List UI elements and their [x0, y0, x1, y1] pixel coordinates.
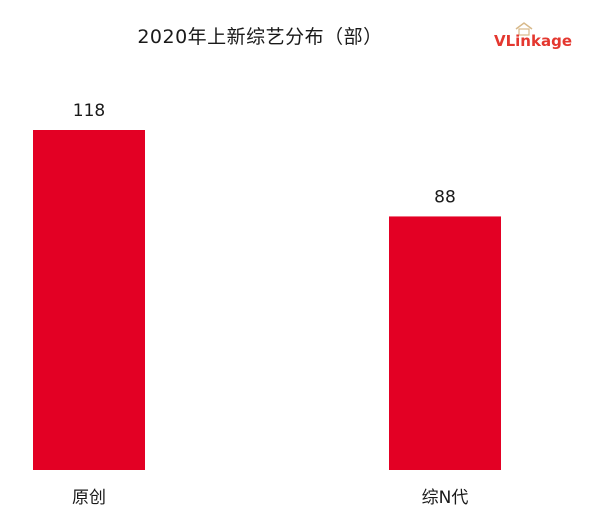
logo-house-icon: [515, 22, 533, 36]
chart-title: 2020年上新综艺分布（部）: [137, 26, 383, 48]
data-label-1: 88: [434, 187, 456, 207]
logo-text: VLinkage: [494, 32, 572, 50]
bar-0: [33, 130, 145, 470]
bar-1: [389, 216, 501, 470]
data-label-0: 118: [73, 101, 105, 121]
x-tick-label-0: 原创: [72, 488, 106, 508]
vlinkage-logo: VLinkage: [494, 22, 584, 56]
x-tick-label-1: 综N代: [422, 488, 469, 508]
